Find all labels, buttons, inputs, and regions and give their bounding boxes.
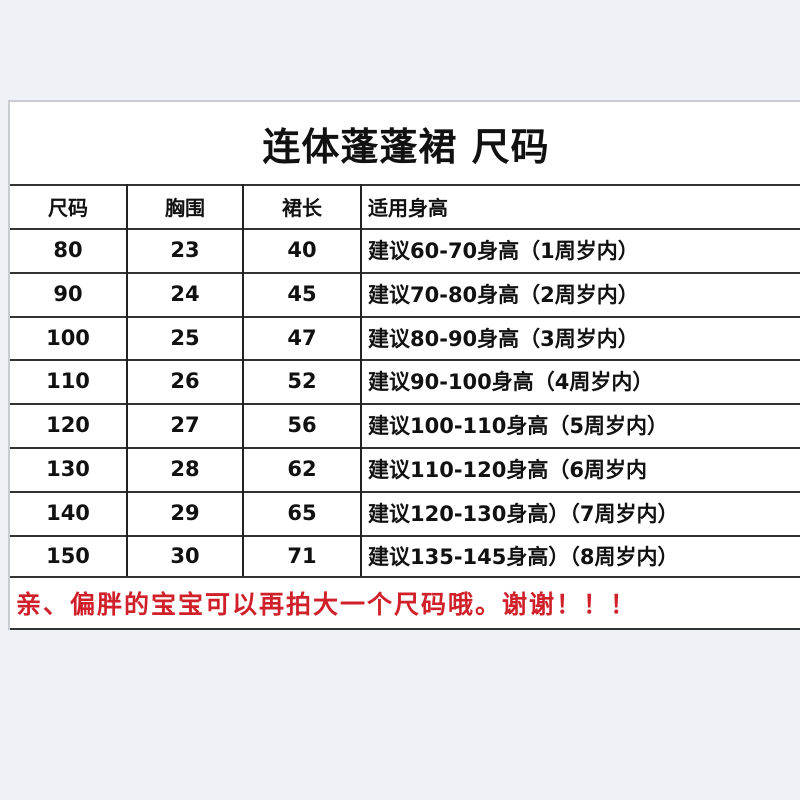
table-cell: 90 [53, 282, 83, 306]
table-cell: 56 [287, 413, 317, 437]
size-chart: 连体蓬蓬裙 尺码 尺码 胸围 裙长 适用身高 80 23 40 建议60-70身高（1周岁内）… [8, 100, 800, 630]
table-cell: 建议90-100身高（4周岁内） [368, 370, 654, 394]
table-cell: 建议120-130身高）（7周岁内） [368, 502, 679, 526]
table-cell: 71 [287, 543, 317, 568]
table-cell: 25 [170, 325, 200, 350]
table-cell: 110 [46, 369, 90, 393]
column-divider [360, 184, 362, 576]
table-cell: 62 [287, 457, 317, 481]
column-divider [126, 184, 128, 576]
table-cell: 30 [170, 543, 200, 568]
table-cell: 80 [53, 238, 83, 262]
header-cell: 尺码 [48, 195, 88, 220]
table-cell: 27 [170, 413, 200, 437]
table-row: 150 30 71 建议135-145身高）（8周岁内） [10, 535, 800, 576]
table-cell: 建议100-110身高（5周岁内） [368, 414, 668, 438]
table-cell: 47 [287, 325, 317, 350]
row-divider [10, 447, 800, 449]
table-cell: 140 [46, 501, 90, 525]
table-cell: 29 [170, 501, 200, 525]
row-divider [10, 491, 800, 493]
table-row: 110 26 52 建议90-100身高（4周岁内） [10, 359, 800, 403]
table-cell: 26 [170, 369, 200, 393]
table-row: 100 25 47 建议80-90身高（3周岁内） [10, 316, 800, 359]
header-cell: 适用身高 [368, 195, 448, 220]
table-cell: 24 [170, 282, 200, 306]
sizing-note: 亲、偏胖的宝宝可以再拍大一个尺码哦。谢谢！！！ [16, 590, 638, 619]
table-cell: 130 [46, 457, 90, 481]
table-cell: 65 [287, 501, 317, 525]
table-cell: 建议60-70身高（1周岁内） [368, 239, 639, 263]
header-cell: 裙长 [282, 195, 322, 220]
table-cell: 23 [170, 238, 200, 262]
table-cell: 建议110-120身高（6周岁内 [368, 458, 647, 482]
table-cell: 45 [287, 282, 317, 306]
row-divider [10, 403, 800, 405]
table-cell: 建议135-145身高）（8周岁内） [368, 544, 679, 569]
table-row: 140 29 65 建议120-130身高）（7周岁内） [10, 491, 800, 535]
table-cell: 建议80-90身高（3周岁内） [368, 326, 639, 351]
column-divider [242, 184, 244, 576]
table-cell: 150 [46, 543, 90, 568]
row-divider [10, 228, 800, 230]
table-cell: 40 [287, 238, 317, 262]
table-row: 120 27 56 建议100-110身高（5周岁内） [10, 403, 800, 447]
chart-title: 连体蓬蓬裙 尺码 [262, 124, 550, 169]
table-cell: 28 [170, 457, 200, 481]
table-row: 80 23 40 建议60-70身高（1周岁内） [10, 228, 800, 272]
table-row: 130 28 62 建议110-120身高（6周岁内 [10, 447, 800, 491]
row-divider [10, 576, 800, 578]
row-divider [10, 359, 800, 361]
row-divider [10, 316, 800, 318]
header-row: 尺码 胸围 裙长 适用身高 [10, 184, 800, 228]
table-cell: 100 [46, 325, 90, 350]
table-cell: 120 [46, 413, 90, 437]
table-row: 90 24 45 建议70-80身高（2周岁内） [10, 272, 800, 316]
header-cell: 胸围 [165, 195, 205, 220]
row-divider [10, 272, 800, 274]
row-divider [10, 535, 800, 537]
table-cell: 52 [287, 369, 317, 393]
table-cell: 建议70-80身高（2周岁内） [368, 283, 639, 307]
row-divider [10, 628, 800, 630]
row-divider [10, 184, 800, 186]
